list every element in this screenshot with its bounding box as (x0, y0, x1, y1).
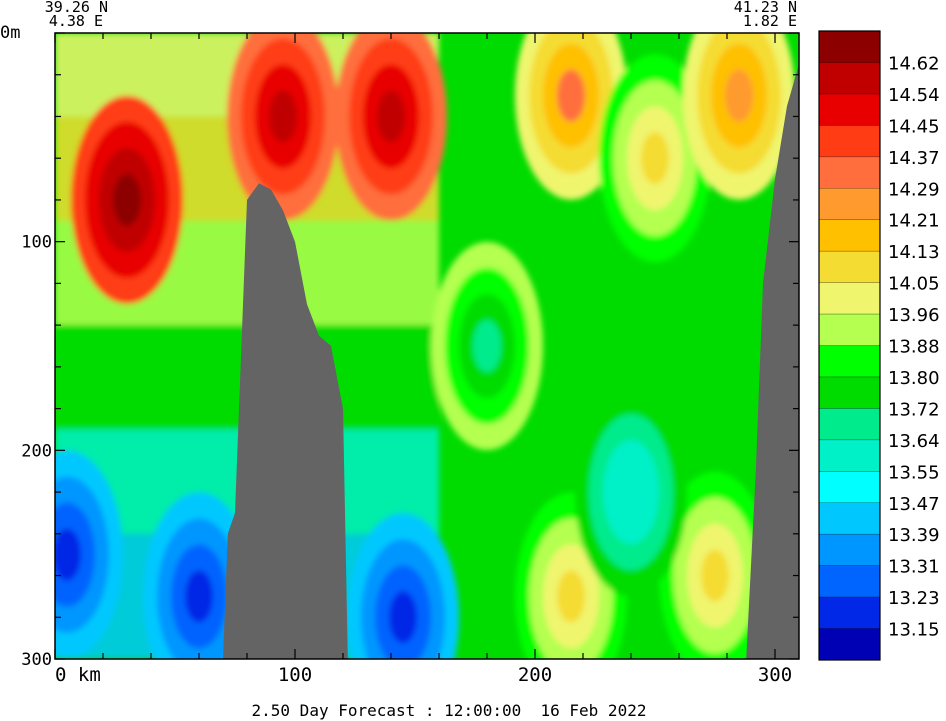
field-feature (269, 90, 297, 143)
colorbar-label: 14.62 (888, 53, 940, 74)
colorbar-label: 13.88 (888, 337, 940, 358)
x-tick-labels: 0 km 100 200 300 (55, 664, 792, 686)
end-lat-label: 41.23 N (734, 0, 797, 16)
colorbar-swatch (819, 219, 880, 252)
end-lon-label: 1.82 E (743, 12, 797, 30)
colorbar-label: 14.45 (888, 116, 940, 137)
land-mask (55, 64, 799, 659)
colorbar-swatch (819, 62, 880, 95)
colorbar-swatch (819, 628, 880, 661)
colorbar-label: 13.31 (888, 557, 940, 578)
field-feature (55, 528, 81, 581)
field-feature (377, 90, 405, 143)
y-tick-label: 300 (21, 650, 52, 670)
y-top-label: 0m (0, 23, 20, 43)
colorbar-swatch (819, 188, 880, 221)
colorbar-label: 14.54 (888, 85, 940, 106)
colorbar-label: 13.64 (888, 431, 940, 452)
x-tick-label: 100 (278, 664, 312, 686)
colorbar-swatch (819, 597, 880, 630)
colorbar-swatch (819, 439, 880, 472)
colorbar-swatch (819, 125, 880, 158)
colorbar-label: 13.72 (888, 399, 940, 420)
colorbar-label: 14.29 (888, 179, 940, 200)
field-feature (113, 173, 141, 226)
colorbar-label: 14.21 (888, 211, 940, 232)
x-tick-label: 200 (518, 664, 552, 686)
colorbar-swatch (819, 502, 880, 535)
field-feature (701, 549, 729, 602)
colorbar-swatch (819, 31, 880, 63)
y-tick-label: 200 (21, 441, 52, 461)
colorbar-label: 13.23 (888, 588, 940, 609)
tick-marks (54, 32, 799, 660)
colorbar-swatch (819, 345, 880, 378)
colorbar-swatch (819, 93, 880, 126)
colorbar-swatch (819, 251, 880, 284)
colorbar-swatch (819, 534, 880, 567)
colorbar-swatch (819, 314, 880, 346)
field-feature (725, 69, 753, 122)
colorbar-label: 13.39 (888, 525, 940, 546)
y-tick-labels: 100 200 300 (21, 233, 52, 670)
colorbar-label: 13.80 (888, 368, 940, 389)
field-feature (473, 320, 501, 372)
start-lat-label: 39.26 N (45, 0, 108, 16)
field-feature (617, 466, 645, 519)
colorbar-swatch (819, 471, 880, 504)
forecast-footer: 2.50 Day Forecast : 12:00:00 16 Feb 2022 (252, 701, 647, 720)
field-feature (185, 570, 213, 623)
colorbar-label: 13.15 (888, 620, 940, 641)
temperature-field (55, 33, 799, 659)
plot-frame (54, 32, 800, 660)
colorbar-label: 14.13 (888, 242, 940, 263)
colorbar-label: 14.05 (888, 274, 940, 295)
colorbar-swatch (819, 376, 880, 409)
colorbar-swatch (819, 408, 880, 441)
colorbar-label: 14.37 (888, 148, 940, 169)
field-feature (641, 132, 669, 185)
colorbar-label: 13.47 (888, 494, 940, 515)
field-feature (557, 69, 585, 122)
x-tick-label: 0 km (55, 664, 101, 686)
field-feature (389, 591, 417, 644)
field-feature (557, 570, 585, 623)
y-tick-label: 100 (21, 233, 52, 253)
colorbar-swatch (819, 156, 880, 189)
colorbar-swatch (819, 565, 880, 598)
colorbar-label: 13.55 (888, 462, 940, 483)
colorbar-swatch (819, 282, 880, 315)
x-tick-label: 300 (758, 664, 792, 686)
colorbar-label: 13.96 (888, 305, 940, 326)
start-lon-label: 4.38 E (49, 12, 103, 30)
colorbar: 14.62 14.54 14.45 14.37 14.29 14.21 14.13 14.05… (818, 30, 940, 661)
